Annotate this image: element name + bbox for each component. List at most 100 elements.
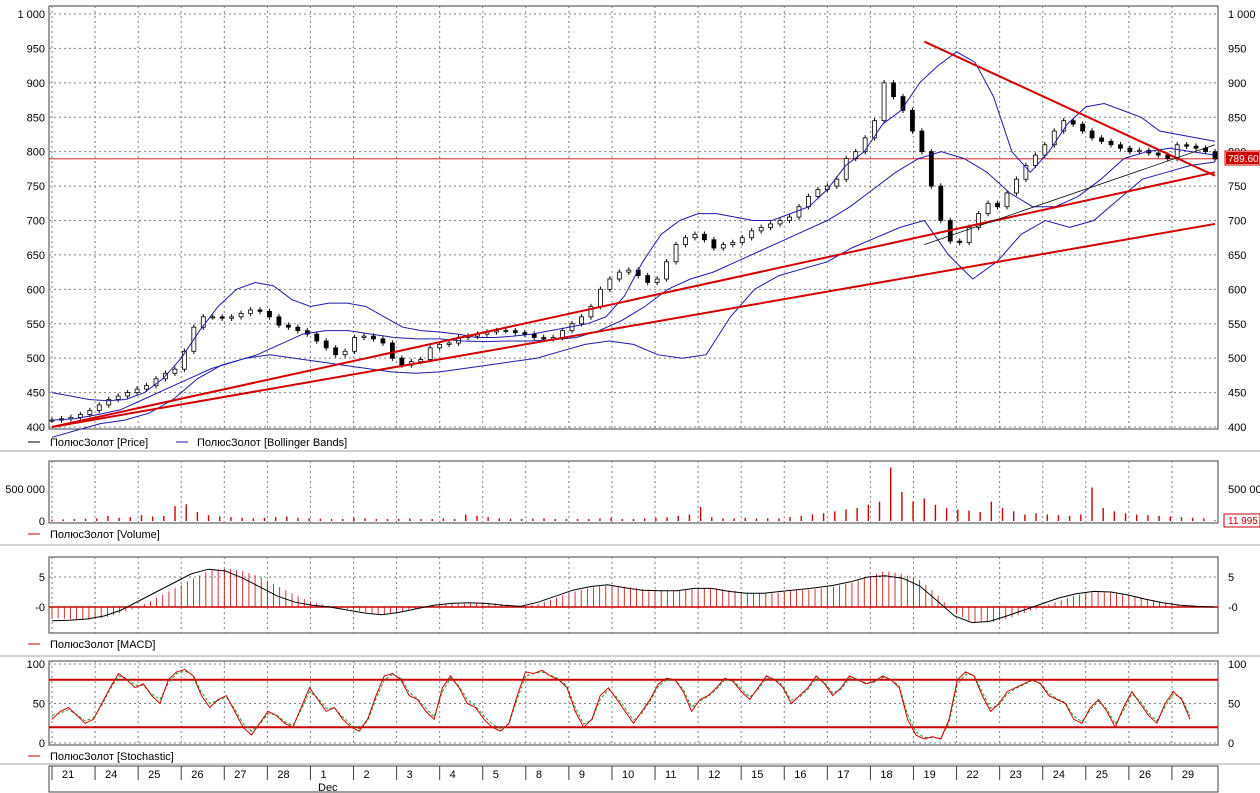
candle [683,237,688,245]
stochastic-tick-label: 0 [39,738,45,750]
candle [427,347,433,360]
candle [1070,120,1076,125]
candle [115,395,121,400]
legend-stochastic: ПолюсЗолот [Stochastic] [50,751,174,763]
stochastic-d-line [51,670,1191,739]
bollinger-upper [51,51,1216,402]
candle [1108,140,1114,146]
candle [919,130,925,153]
candle [579,316,584,325]
price-tick-label: 600 [27,284,45,296]
stochastic-k-line [51,668,1191,740]
price-tick-label: 650 [1228,250,1246,262]
candle [910,109,915,132]
price-tick-label: 450 [27,388,45,400]
month-label: Dec [318,782,338,793]
date-tick-label: 1 [320,769,326,781]
candle [928,151,934,187]
candle [1184,144,1190,147]
volume-tick-label: 0 [39,516,45,528]
price-tick-label: 450 [1228,388,1246,400]
price-tick-label: 800 [27,147,45,159]
macd-layer [49,568,1218,624]
candle [1118,144,1123,149]
candle [352,337,357,352]
price-tick-label: 650 [27,250,45,262]
stochastic-tick-label: 100 [27,659,45,671]
candle [342,350,348,356]
candle [314,333,320,342]
candle [749,230,755,239]
stochastic-layer [49,668,1218,740]
date-tick-label: 28 [277,769,289,781]
trendline-4 [924,144,1216,245]
candle [323,340,329,349]
candle [645,275,651,283]
candle [512,330,518,334]
candle [229,316,235,319]
date-tick-label: 3 [407,769,413,781]
bollinger-middle [51,147,1216,421]
date-tick-label: 4 [450,769,456,781]
candle [210,316,216,319]
date-tick-label: 18 [880,769,892,781]
candle [739,237,745,243]
candle [1004,192,1010,208]
macd-tick-label: 5 [39,572,45,584]
candle [295,326,301,332]
candle [1174,144,1180,159]
candle [995,202,1000,208]
candle [1032,154,1038,166]
last-volume-marker: 11 995 [1223,513,1260,528]
candle [87,410,93,416]
stochastic-legend: ПолюсЗолот [Stochastic] [28,751,174,763]
candle [1051,130,1057,146]
price-tick-label: 1 000 [1228,9,1256,21]
macd-legend: ПолюсЗолот [MACD] [28,639,155,651]
price-tick-label: 700 [27,216,45,228]
candle [862,137,868,153]
candle [1042,144,1048,156]
stochastic-tick-label: 0 [1228,738,1234,750]
date-axis-frame [48,765,1219,793]
price-tick-label: 900 [27,78,45,90]
candle [976,213,982,228]
candle [843,158,849,180]
price-tick-label: 850 [1228,112,1246,124]
trendline-3 [923,40,1216,177]
candle [276,316,282,326]
candle [730,242,736,245]
date-tick-label: 12 [708,769,720,781]
candle [891,82,896,98]
stochastic-tick-label: 50 [33,699,45,711]
price-tick-label: 750 [27,181,45,193]
candle [768,223,774,228]
candle [607,278,613,290]
macd-tick-label: -0 [1228,602,1238,614]
candle [248,309,253,314]
candle [692,233,698,239]
candle [522,332,528,335]
candle [702,233,707,241]
bollinger-layer [51,51,1216,438]
candle [664,261,669,280]
price-tick-label: 950 [27,43,45,55]
candle [815,189,821,197]
price-layer [49,80,1218,423]
candle [418,359,424,363]
price-tick-label: 850 [27,112,45,124]
candle [872,120,878,139]
price-tick-label: 600 [1228,284,1246,296]
candle [654,278,660,283]
candle [399,357,405,366]
candle [238,313,244,318]
candle [541,337,547,340]
candle [1127,147,1133,153]
date-tick-label: 27 [234,769,246,781]
date-tick-label: 26 [1139,769,1151,781]
trendline-1 [51,171,1216,428]
candle [446,342,452,345]
candle [49,419,55,422]
candle [966,226,972,243]
candle [304,330,310,335]
